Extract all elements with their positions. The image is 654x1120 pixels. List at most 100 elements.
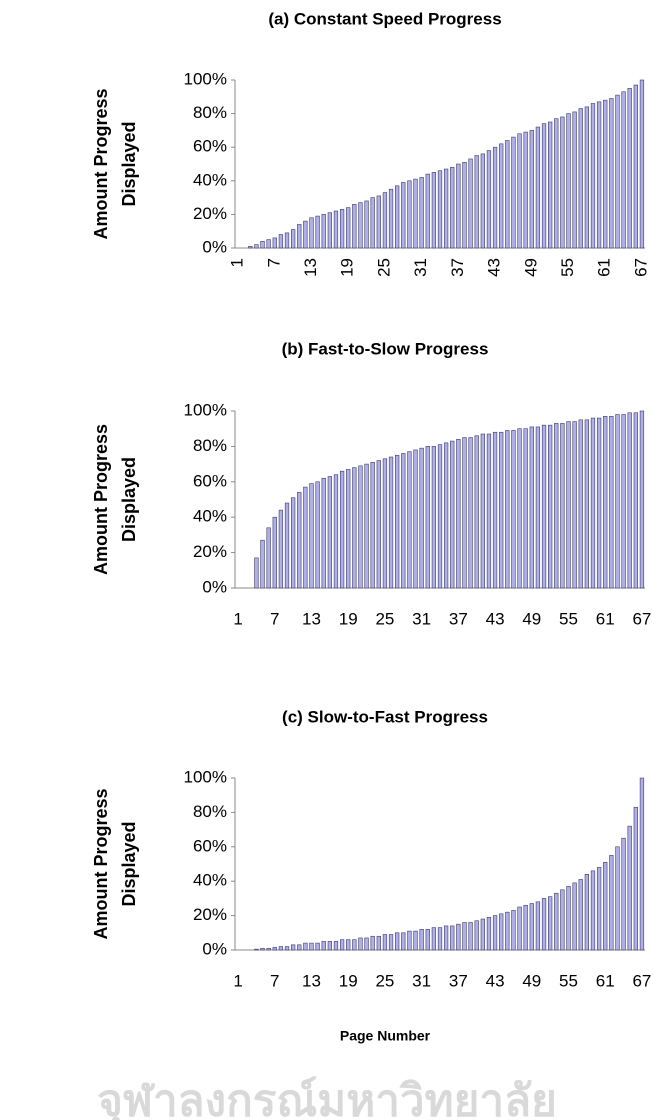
bar <box>615 846 620 951</box>
bar <box>333 941 339 951</box>
bar <box>254 948 259 951</box>
y-tick-label: 100% <box>184 767 227 786</box>
bar <box>603 99 608 249</box>
bar <box>297 492 302 589</box>
bar <box>523 904 528 951</box>
x-tick-label: 13 <box>301 258 320 277</box>
x-tick-label: 13 <box>302 971 321 990</box>
y-tick-label: 60% <box>193 836 227 855</box>
x-tick-label: 55 <box>559 971 578 990</box>
bar <box>505 911 510 951</box>
x-tick-label: 19 <box>339 971 358 990</box>
y-axis-label: Displayed <box>119 121 139 206</box>
x-axis-label: Page Number <box>340 1028 431 1044</box>
bar <box>443 925 449 951</box>
bar <box>639 79 645 249</box>
bar <box>584 106 590 249</box>
bar <box>419 929 424 951</box>
x-tick-label: 49 <box>522 609 541 628</box>
bar <box>596 101 602 249</box>
bar <box>639 777 645 951</box>
bar <box>480 153 485 249</box>
y-tick-label: 40% <box>193 871 227 890</box>
y-tick-label: 60% <box>193 137 227 156</box>
bar <box>266 527 271 589</box>
bar <box>609 855 614 951</box>
bar <box>554 118 559 249</box>
bar <box>517 428 522 589</box>
bar <box>407 930 412 951</box>
y-tick-label: 80% <box>193 802 227 821</box>
bar <box>621 414 626 589</box>
bar <box>370 935 375 951</box>
bar <box>443 168 449 249</box>
bar <box>627 825 632 951</box>
bar <box>388 934 394 951</box>
bar <box>535 426 541 589</box>
bar <box>462 162 467 249</box>
x-tick-label: 37 <box>449 971 468 990</box>
bar <box>492 431 498 589</box>
y-tick-label: 80% <box>193 436 227 455</box>
bar <box>590 417 596 589</box>
bar <box>327 941 332 951</box>
bar <box>401 182 406 249</box>
x-tick-label: 61 <box>595 258 614 277</box>
bar <box>309 483 314 589</box>
bar <box>284 946 290 951</box>
bar <box>450 440 455 589</box>
bar <box>321 477 326 589</box>
bar <box>272 237 277 249</box>
bar <box>578 108 583 249</box>
bar <box>572 111 577 249</box>
bar <box>284 502 290 589</box>
bar <box>474 920 479 951</box>
bar <box>346 939 351 951</box>
bar <box>462 922 467 951</box>
x-tick-label: 25 <box>374 258 393 277</box>
bar <box>560 423 565 589</box>
bar <box>352 467 357 589</box>
y-tick-label: 80% <box>193 103 227 122</box>
bar <box>541 123 547 249</box>
bar <box>297 944 302 951</box>
y-tick-label: 0% <box>202 577 227 596</box>
bar <box>297 224 302 249</box>
bar <box>584 419 590 589</box>
x-tick-label: 37 <box>449 609 468 628</box>
y-tick-label: 60% <box>193 471 227 490</box>
bar <box>388 456 394 589</box>
y-axis-label: Amount Progress <box>91 788 111 939</box>
x-tick-label: 61 <box>596 971 615 990</box>
bar <box>468 158 473 249</box>
bar <box>333 474 339 589</box>
bar <box>633 84 638 249</box>
bar <box>505 430 510 589</box>
bar <box>333 210 339 249</box>
bar <box>529 426 534 589</box>
bar <box>401 932 406 951</box>
x-tick-label: 7 <box>264 258 283 267</box>
x-tick-label: 25 <box>375 971 394 990</box>
bar <box>395 185 400 249</box>
y-tick-label: 40% <box>193 507 227 526</box>
bar <box>499 143 504 249</box>
x-tick-label: 37 <box>448 258 467 277</box>
bar <box>431 446 437 589</box>
x-tick-label: 7 <box>270 609 279 628</box>
bar <box>284 232 290 249</box>
bar <box>303 486 308 589</box>
bar <box>474 435 479 589</box>
x-tick-label: 43 <box>485 258 504 277</box>
bar <box>596 867 602 951</box>
bar <box>358 465 363 589</box>
bar <box>486 150 492 249</box>
bar <box>339 939 345 951</box>
bar <box>529 903 534 951</box>
bar <box>511 910 516 951</box>
x-tick-label: 19 <box>339 609 358 628</box>
bar <box>584 874 590 951</box>
bar <box>492 915 498 951</box>
x-tick-label: 43 <box>486 609 505 628</box>
bar <box>456 163 461 249</box>
